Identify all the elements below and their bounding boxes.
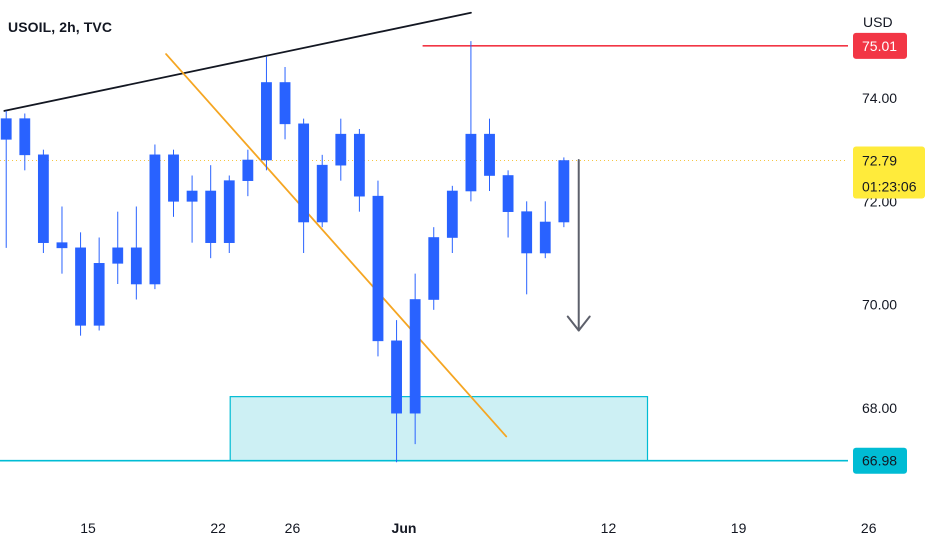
- x-tick-label: 15: [80, 520, 96, 536]
- candle-body: [353, 133, 365, 197]
- candle-body: [372, 195, 384, 342]
- candle-body: [205, 190, 217, 243]
- y-tick-label: 74.00: [862, 90, 897, 106]
- candle-body: [0, 118, 12, 140]
- candle-body: [168, 154, 179, 202]
- candle-body: [37, 154, 49, 243]
- candle-body: [428, 237, 440, 300]
- candle-body: [261, 82, 272, 161]
- candle-body: [112, 247, 124, 264]
- candle-body: [75, 247, 86, 326]
- candle-body: [149, 154, 161, 285]
- candle-body: [19, 118, 31, 156]
- candle-body: [56, 242, 68, 249]
- candle-body: [242, 159, 254, 181]
- x-tick-label: Jun: [392, 520, 417, 536]
- candle-body: [391, 340, 402, 414]
- current-price-label: 72.79: [862, 153, 897, 169]
- candle-body: [335, 133, 347, 166]
- candle-body: [409, 299, 421, 414]
- candle-body: [279, 82, 291, 125]
- candle-body: [446, 190, 458, 238]
- candle-body: [521, 211, 533, 254]
- current-price-badge: [853, 146, 925, 199]
- candle-body: [539, 221, 551, 254]
- support-price-badge: [853, 447, 907, 474]
- y-tick-label: 70.00: [862, 297, 897, 313]
- candle-body: [558, 160, 570, 223]
- candle-body: [93, 263, 105, 326]
- currency-label: USD: [863, 14, 893, 30]
- resistance-price-label: 75.01: [862, 38, 897, 54]
- candle-body: [186, 190, 198, 202]
- descending-trendline[interactable]: [165, 53, 508, 438]
- candle-body: [484, 133, 495, 176]
- x-tick-label: 12: [601, 520, 617, 536]
- symbol-title: USOIL, 2h, TVC: [8, 19, 113, 35]
- candle-body: [465, 133, 477, 192]
- candle-body: [316, 164, 328, 223]
- candle-body: [502, 175, 514, 212]
- x-tick-label: 26: [861, 520, 877, 536]
- demand-zone[interactable]: [229, 396, 649, 462]
- support-price-label: 66.98: [862, 453, 897, 469]
- candle-body: [223, 180, 235, 243]
- candle-body: [298, 123, 310, 223]
- y-tick-label: 68.00: [862, 400, 897, 416]
- x-tick-label: 26: [285, 520, 301, 536]
- x-tick-label: 22: [210, 520, 226, 536]
- resistance-price-badge: [853, 32, 907, 59]
- candle-body: [130, 247, 142, 285]
- resistance-trendline[interactable]: [3, 11, 472, 112]
- x-tick-label: 19: [731, 520, 747, 536]
- down-arrow-head[interactable]: [566, 315, 591, 332]
- bar-countdown-label: 01:23:06: [862, 179, 917, 195]
